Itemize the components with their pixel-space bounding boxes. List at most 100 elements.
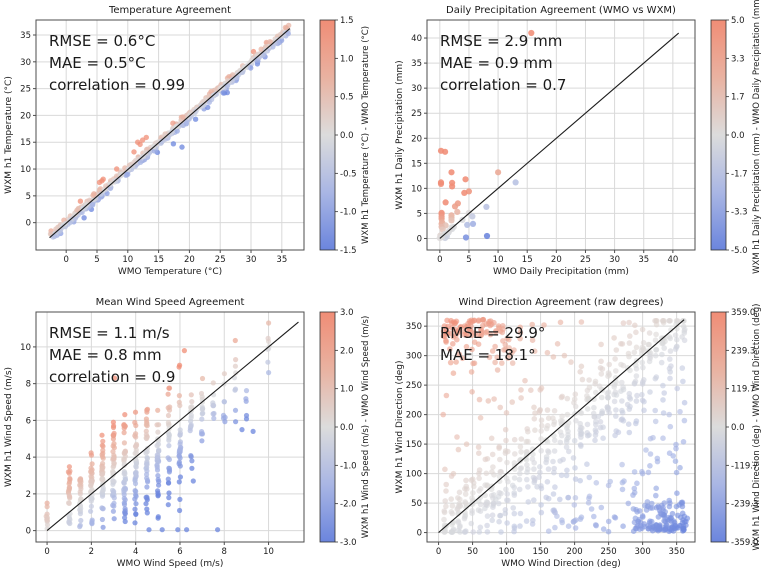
x-tick-label: 5 <box>466 255 471 265</box>
axes-frame <box>35 311 305 543</box>
stats-annotation-line: correlation = 0.9 <box>49 368 175 386</box>
panel-title: Wind Direction Agreement (raw degrees) <box>458 297 663 308</box>
colorbar-label: WXM h1 Temperature (°C) - WMO Temperatur… <box>361 26 371 244</box>
y-tick-label: 20 <box>20 111 31 121</box>
identity-line <box>438 319 685 533</box>
x-tick-label: 20 <box>184 255 195 265</box>
stats-annotation-line: MAE = 0.9 mm <box>440 54 553 72</box>
y-tick-label: 30 <box>411 84 422 94</box>
colorbar-tick-label: -1.7 <box>731 169 748 179</box>
y-tick-label: 25 <box>20 85 31 95</box>
x-tick-label: 20 <box>551 255 562 265</box>
y-tick-label: 35 <box>411 59 422 69</box>
y-tick-label: 15 <box>20 138 31 148</box>
colorbar-tick-label: 1.7 <box>731 93 745 103</box>
scatter-points <box>436 29 535 242</box>
stats-annotation-line: RMSE = 1.1 m/s <box>49 324 170 342</box>
x-tick-label: 15 <box>153 255 164 265</box>
x-tick-label: 200 <box>566 547 582 557</box>
y-axis-label: WXM h1 Daily Precipitation (mm) <box>395 60 405 209</box>
y-axis: 0 2 4 6 8 10 WXM h1 Wind Speed (m/s) <box>4 343 36 537</box>
x-tick-label: 250 <box>600 547 616 557</box>
axes-frame <box>426 19 696 251</box>
stats-annotation: RMSE = 29.9° MAE = 18.1° <box>440 324 545 364</box>
panel-title: Mean Wind Speed Agreement <box>96 297 245 308</box>
x-tick-label: 35 <box>638 255 649 265</box>
stats-annotation-line: MAE = 0.8 mm <box>49 346 162 364</box>
y-tick-label: 25 <box>411 109 422 119</box>
colorbar-label: WXM h1 Wind Speed (m/s) - WMO Wind Speed… <box>361 316 371 539</box>
x-tick-label: 4 <box>133 547 138 557</box>
y-tick-label: 0 <box>26 527 31 537</box>
colorbar-tick-label: -1.5 <box>340 246 357 256</box>
panel-title: Daily Precipitation Agreement (WMO vs WX… <box>446 5 676 16</box>
colorbar-tick-label: -5.0 <box>731 246 748 256</box>
x-tick-label: 10 <box>122 255 133 265</box>
chart-wind-direction: Wind Direction Agreement (raw degrees) 0 5… <box>395 297 762 569</box>
colorbar-tick-label: -0.5 <box>340 169 357 179</box>
panel-precipitation: Daily Precipitation Agreement (WMO vs WX… <box>391 0 781 291</box>
colorbar-tick-label: 0.0 <box>731 131 745 141</box>
stats-annotation: RMSE = 1.1 m/s MAE = 0.8 mm correlation = … <box>49 324 175 386</box>
colorbar-label: WXM h1 Wind Direction (deg) - WMO Wind D… <box>752 304 762 551</box>
chart-temperature: Temperature Agreement 0 5 10 15 20 25 30 35 WMO T… <box>4 5 371 277</box>
x-tick-label: 350 <box>669 547 685 557</box>
stats-annotation-line: MAE = 0.5°C <box>49 54 146 72</box>
colorbar-tick-label: 2.0 <box>340 346 354 356</box>
colorbar-tick-label: -239.3 <box>731 500 758 510</box>
colorbar-tick-label: 0.0 <box>340 131 354 141</box>
colorbar-tick-label: 1.5 <box>340 16 354 26</box>
colorbar-tick-label: -359.0 <box>731 538 758 548</box>
x-axis-label: WMO Wind Direction (deg) <box>501 559 621 569</box>
colorbar-tick-label: 0.0 <box>340 423 354 433</box>
colorbar-tick-label: 119.7 <box>731 385 755 395</box>
colorbar-tick-label: 239.3 <box>731 346 755 356</box>
x-tick-label: 30 <box>609 255 620 265</box>
x-tick-label: 6 <box>177 547 182 557</box>
x-tick-label: 0 <box>437 255 442 265</box>
colorbar-tick-label: 1.0 <box>340 54 354 64</box>
stats-annotation-line: RMSE = 29.9° <box>440 324 545 342</box>
colorbar-tick-label: 0.5 <box>340 93 354 103</box>
identity-line <box>46 321 299 532</box>
colorbar-tick-label: 3.0 <box>340 308 354 318</box>
x-tick-label: 5 <box>94 255 99 265</box>
colorbar: 5.0 3.3 1.7 0.0 -1.7 -3.3 -5.0 WXM h1 Daily Pre… <box>710 0 762 274</box>
stats-annotation-line: correlation = 0.7 <box>440 76 566 94</box>
colorbar-tick-label: 359.0 <box>731 308 755 318</box>
y-tick-label: 10 <box>20 343 31 353</box>
colorbar-tick-label: 3.3 <box>731 54 745 64</box>
colorbar-label: WXM h1 Daily Precipitation (mm) - WMO Da… <box>752 0 762 274</box>
colorbar: 359.0 239.3 119.7 0.0 -119.7 -239.3 -359.0WXM … <box>710 304 762 551</box>
x-tick-label: 8 <box>222 547 227 557</box>
x-tick-label: 0 <box>436 547 441 557</box>
x-tick-label: 0 <box>63 255 68 265</box>
y-tick-label: 0 <box>26 219 31 229</box>
x-tick-label: 35 <box>276 255 287 265</box>
y-tick-label: 0 <box>417 234 422 244</box>
y-tick-label: 300 <box>406 352 422 362</box>
chart-precipitation: Daily Precipitation Agreement (WMO vs WX… <box>395 0 762 277</box>
colorbar-tick-label: -3.0 <box>340 538 357 548</box>
colorbar-tick-label: 5.0 <box>731 16 745 26</box>
y-axis: 0 5 10 15 20 25 30 35 WXM h1 Temperature (°C) <box>4 31 36 229</box>
y-tick-label: 35 <box>20 31 31 41</box>
y-tick-label: 250 <box>406 381 422 391</box>
colorbar-tick-label: -1.0 <box>340 461 357 471</box>
stats-annotation-line: RMSE = 2.9 mm <box>440 32 562 50</box>
panel-temperature: Temperature Agreement 0 5 10 15 20 25 30 35 WMO T… <box>0 0 390 291</box>
y-axis-label: WXM h1 Wind Direction (deg) <box>395 361 405 494</box>
colorbar-tick-label: -1.0 <box>340 208 357 218</box>
colorbar-tick-label: -3.3 <box>731 208 748 218</box>
x-tick-label: 25 <box>580 255 591 265</box>
x-tick-label: 150 <box>532 547 548 557</box>
y-tick-label: 350 <box>406 322 422 332</box>
y-tick-label: 15 <box>411 159 422 169</box>
y-tick-label: 6 <box>26 416 31 426</box>
y-tick-label: 150 <box>406 440 422 450</box>
scatter-points <box>43 320 272 533</box>
scatter-points <box>440 316 691 535</box>
axes-frame <box>426 311 696 543</box>
x-axis: 0 5 10 15 20 25 30 35 40 WMO Daily Precipitation … <box>437 250 678 277</box>
